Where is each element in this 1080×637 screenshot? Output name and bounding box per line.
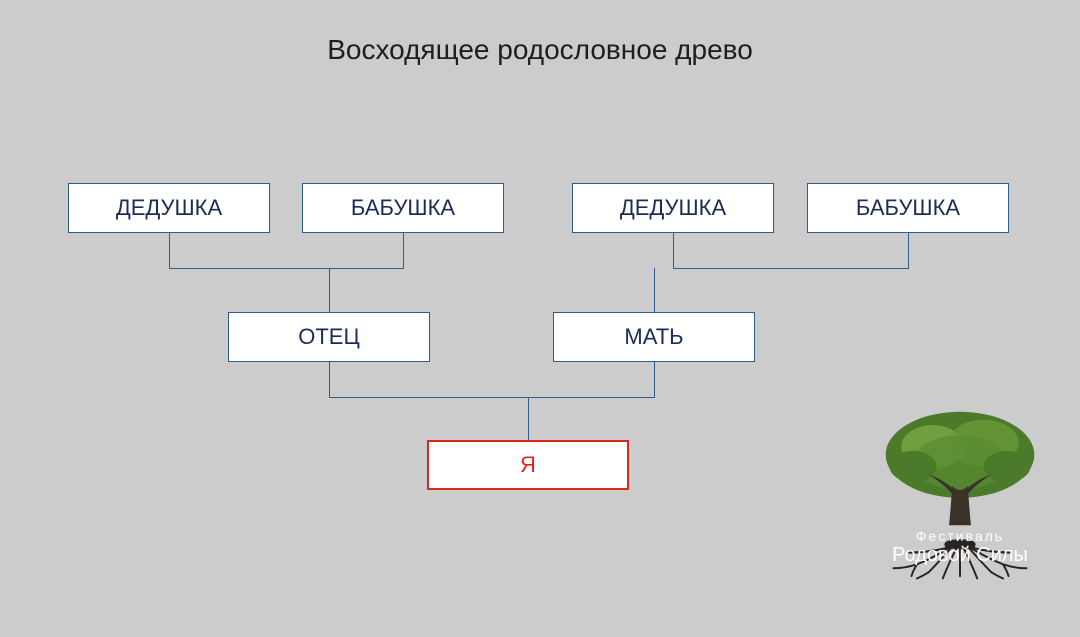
connector-10 bbox=[329, 397, 655, 398]
node-gp-pf: ДЕДУШКА bbox=[68, 183, 270, 233]
node-gp-mm: БАБУШКА bbox=[807, 183, 1009, 233]
connector-1 bbox=[403, 233, 404, 268]
connector-9 bbox=[654, 362, 655, 397]
node-self: Я bbox=[427, 440, 629, 490]
node-mother: МАТЬ bbox=[553, 312, 755, 362]
connector-8 bbox=[329, 362, 330, 397]
node-father: ОТЕЦ bbox=[228, 312, 430, 362]
node-gp-mf: ДЕДУШКА bbox=[572, 183, 774, 233]
connector-7 bbox=[654, 268, 655, 312]
festival-logo: Фестиваль Родовой Силы bbox=[850, 400, 1070, 580]
family-tree-canvas: Восходящее родословное древо ДЕДУШКА БАБУ… bbox=[0, 0, 1080, 637]
connector-11 bbox=[528, 397, 529, 440]
connector-0 bbox=[169, 233, 170, 268]
diagram-title: Восходящее родословное древо bbox=[0, 34, 1080, 66]
connector-3 bbox=[329, 268, 330, 312]
node-gp-pm: БАБУШКА bbox=[302, 183, 504, 233]
connector-6 bbox=[673, 268, 909, 269]
logo-text-line2: Родовой Силы bbox=[850, 544, 1070, 567]
logo-text-line1: Фестиваль bbox=[850, 528, 1070, 544]
connector-2 bbox=[169, 268, 404, 269]
connector-4 bbox=[673, 233, 674, 268]
connector-5 bbox=[908, 233, 909, 268]
